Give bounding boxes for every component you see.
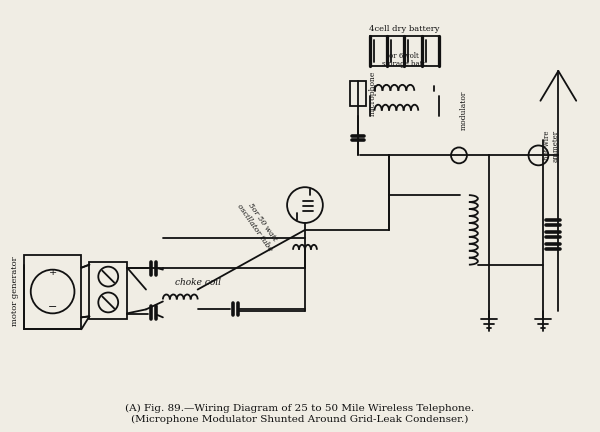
Text: storage batt.: storage batt. (382, 60, 427, 68)
Text: hot wire
ammeter: hot wire ammeter (543, 130, 560, 162)
Text: (A) Fig. 89.—Wiring Diagram of 25 to 50 Mile Wireless Telephone.: (A) Fig. 89.—Wiring Diagram of 25 to 50 … (125, 404, 475, 413)
Bar (89, 262, 127, 319)
Text: 5or 50 watt
oscillator tube: 5or 50 watt oscillator tube (235, 197, 281, 253)
Text: (Microphone Modulator Shunted Around Grid-Leak Condenser.): (Microphone Modulator Shunted Around Gri… (131, 415, 469, 424)
Text: 4cell dry battery: 4cell dry battery (369, 25, 440, 33)
Bar (370, 36, 439, 66)
Text: +: + (49, 268, 57, 277)
Text: modulator: modulator (460, 91, 468, 130)
Text: microphone: microphone (368, 71, 377, 117)
Bar (24, 255, 82, 329)
Text: or 6 volt: or 6 volt (389, 52, 419, 60)
Text: −: − (48, 302, 57, 312)
Bar (350, 81, 365, 106)
Text: choke coil: choke coil (175, 278, 221, 287)
Text: motor generator: motor generator (11, 257, 19, 326)
